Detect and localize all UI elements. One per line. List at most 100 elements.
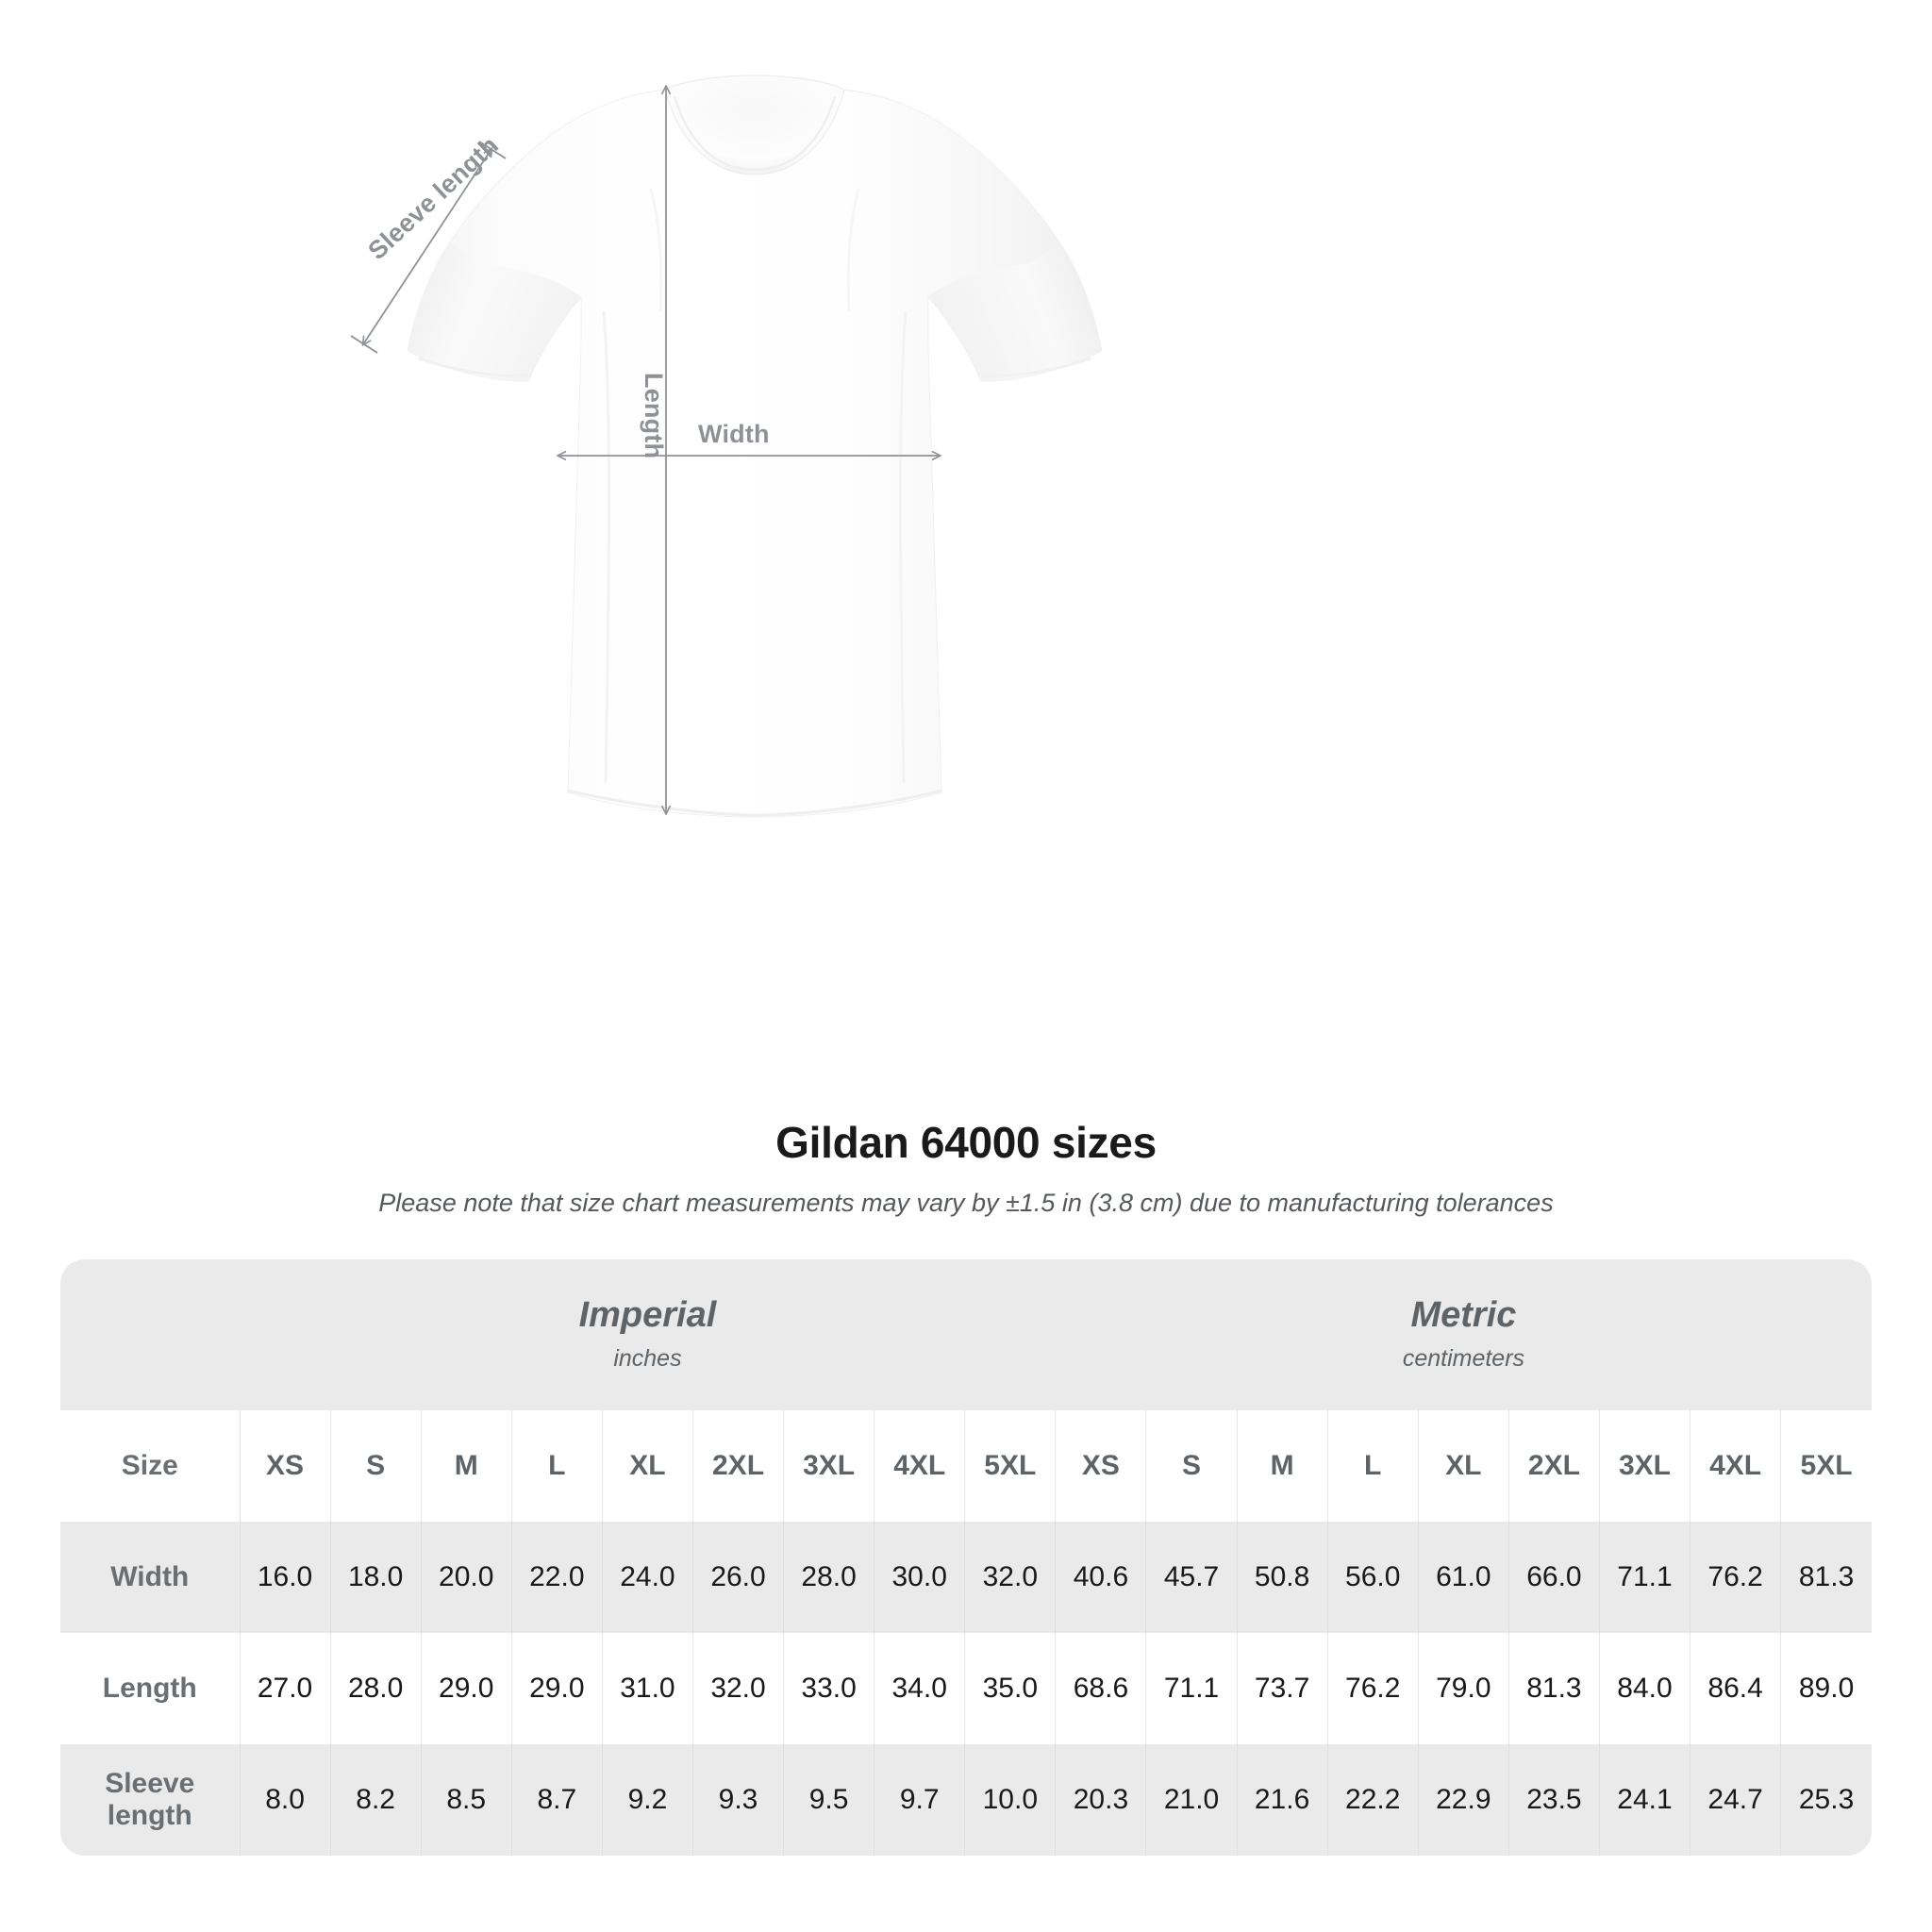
length-dimension-label: Length [640, 373, 668, 459]
cell-length-imp-7: 34.0 [874, 1633, 966, 1744]
measurement-guides [350, 87, 940, 813]
size-col-metric-xs: XS [1055, 1410, 1147, 1522]
cell-length-met-6: 84.0 [1599, 1633, 1691, 1744]
size-col-metric-s: S [1145, 1410, 1238, 1522]
unit-sub-imperial: inches [613, 1345, 682, 1373]
size-col-imperial-5xl: 5XL [964, 1410, 1057, 1522]
cell-width-met-7: 76.2 [1690, 1522, 1782, 1633]
unit-header-row: Imperial inches Metric centimeters [60, 1259, 1872, 1410]
sleeve-tick-bottom [350, 335, 378, 354]
row-label-length: Length [60, 1633, 241, 1744]
cell-length-met-5: 81.3 [1508, 1633, 1600, 1744]
cell-width-imp-0: 16.0 [240, 1522, 331, 1633]
table-row: Width 16.0 18.0 20.0 22.0 24.0 26.0 28.0… [60, 1522, 1872, 1633]
cell-sleeve-met-5: 23.5 [1508, 1744, 1600, 1856]
cell-sleeve-imp-6: 9.5 [783, 1744, 875, 1856]
row-header-size: Size [60, 1410, 241, 1522]
size-col-imperial-xl: XL [602, 1410, 693, 1522]
cell-width-imp-2: 20.0 [421, 1522, 512, 1633]
width-dimension-label: Width [698, 420, 770, 448]
cell-sleeve-met-4: 22.9 [1418, 1744, 1509, 1856]
size-col-imperial-s: S [330, 1410, 422, 1522]
sleeve-length-arrow [363, 149, 491, 344]
cell-length-imp-4: 31.0 [602, 1633, 693, 1744]
cell-width-met-1: 45.7 [1145, 1522, 1238, 1633]
size-col-metric-2xl: 2XL [1508, 1410, 1600, 1522]
size-col-metric-m: M [1237, 1410, 1328, 1522]
tshirt-illustration [350, 75, 1103, 818]
unit-name-imperial: Imperial [578, 1294, 717, 1335]
cell-sleeve-imp-0: 8.0 [240, 1744, 331, 1856]
cell-length-imp-5: 32.0 [692, 1633, 785, 1744]
size-col-imperial-2xl: 2XL [692, 1410, 785, 1522]
cell-width-imp-7: 30.0 [874, 1522, 966, 1633]
cell-length-imp-6: 33.0 [783, 1633, 875, 1744]
cell-width-met-4: 61.0 [1418, 1522, 1509, 1633]
cell-length-imp-8: 35.0 [964, 1633, 1057, 1744]
cell-width-met-5: 66.0 [1508, 1522, 1600, 1633]
size-col-metric-l: L [1327, 1410, 1419, 1522]
cell-sleeve-imp-2: 8.5 [421, 1744, 512, 1856]
cell-width-met-0: 40.6 [1055, 1522, 1147, 1633]
size-table-container: Imperial inches Metric centimeters Size … [60, 1259, 1872, 1856]
unit-group-imperial: Imperial inches [240, 1259, 1056, 1410]
cell-width-met-3: 56.0 [1327, 1522, 1419, 1633]
row-label-sleeve-length: Sleeve length [60, 1744, 241, 1856]
cell-sleeve-met-7: 24.7 [1690, 1744, 1782, 1856]
cell-sleeve-met-2: 21.6 [1237, 1744, 1328, 1856]
cell-length-met-8: 89.0 [1780, 1633, 1872, 1744]
cell-width-met-2: 50.8 [1237, 1522, 1328, 1633]
cell-width-imp-6: 28.0 [783, 1522, 875, 1633]
cell-sleeve-imp-5: 9.3 [692, 1744, 785, 1856]
cell-length-imp-2: 29.0 [421, 1633, 512, 1744]
size-col-metric-5xl: 5XL [1780, 1410, 1872, 1522]
cell-length-met-1: 71.1 [1145, 1633, 1238, 1744]
cell-length-imp-1: 28.0 [330, 1633, 422, 1744]
cell-length-met-0: 68.6 [1055, 1633, 1147, 1744]
size-col-metric-3xl: 3XL [1599, 1410, 1691, 1522]
size-col-metric-4xl: 4XL [1690, 1410, 1782, 1522]
page-title: Gildan 64000 sizes [775, 1118, 1157, 1167]
size-table: Imperial inches Metric centimeters Size … [60, 1259, 1872, 1856]
cell-length-met-7: 86.4 [1690, 1633, 1782, 1744]
cell-sleeve-met-1: 21.0 [1145, 1744, 1238, 1856]
cell-length-met-2: 73.7 [1237, 1633, 1328, 1744]
size-col-imperial-l: L [511, 1410, 603, 1522]
size-col-imperial-xs: XS [240, 1410, 331, 1522]
cell-sleeve-met-3: 22.2 [1327, 1744, 1419, 1856]
cell-width-met-6: 71.1 [1599, 1522, 1691, 1633]
table-row: Length 27.0 28.0 29.0 29.0 31.0 32.0 33.… [60, 1633, 1872, 1744]
size-col-imperial-4xl: 4XL [874, 1410, 966, 1522]
cell-length-imp-3: 29.0 [511, 1633, 603, 1744]
row-label-width: Width [60, 1522, 241, 1633]
cell-sleeve-imp-3: 8.7 [511, 1744, 603, 1856]
cell-sleeve-imp-1: 8.2 [330, 1744, 422, 1856]
unit-group-metric: Metric centimeters [1055, 1259, 1872, 1410]
cell-sleeve-imp-4: 9.2 [602, 1744, 693, 1856]
cell-width-imp-4: 24.0 [602, 1522, 693, 1633]
size-header-row: Size XS S M L XL 2XL 3XL 4XL 5XL XS S M … [60, 1410, 1872, 1522]
title-block: Gildan 64000 sizes Please note that size… [0, 1117, 1932, 1218]
table-row: Sleeve length 8.0 8.2 8.5 8.7 9.2 9.3 9.… [60, 1744, 1872, 1856]
cell-width-imp-5: 26.0 [692, 1522, 785, 1633]
tolerance-note: Please note that size chart measurements… [378, 1189, 1554, 1217]
cell-sleeve-imp-8: 10.0 [964, 1744, 1057, 1856]
cell-width-imp-8: 32.0 [964, 1522, 1057, 1633]
size-col-imperial-m: M [421, 1410, 512, 1522]
cell-sleeve-met-6: 24.1 [1599, 1744, 1691, 1856]
sleeve-tick-top [478, 141, 507, 159]
cell-length-imp-0: 27.0 [240, 1633, 331, 1744]
cell-sleeve-met-0: 20.3 [1055, 1744, 1147, 1856]
size-col-imperial-3xl: 3XL [783, 1410, 875, 1522]
unit-name-metric: Metric [1410, 1294, 1517, 1335]
cell-length-met-4: 79.0 [1418, 1633, 1509, 1744]
unit-sub-metric: centimeters [1402, 1345, 1525, 1373]
tshirt-diagram: Sleeve length Length Width [350, 75, 1103, 818]
cell-length-met-3: 76.2 [1327, 1633, 1419, 1744]
cell-width-imp-1: 18.0 [330, 1522, 422, 1633]
cell-sleeve-met-8: 25.3 [1780, 1744, 1872, 1856]
cell-width-imp-3: 22.0 [511, 1522, 603, 1633]
size-col-metric-xl: XL [1418, 1410, 1509, 1522]
cell-sleeve-imp-7: 9.7 [874, 1744, 966, 1856]
